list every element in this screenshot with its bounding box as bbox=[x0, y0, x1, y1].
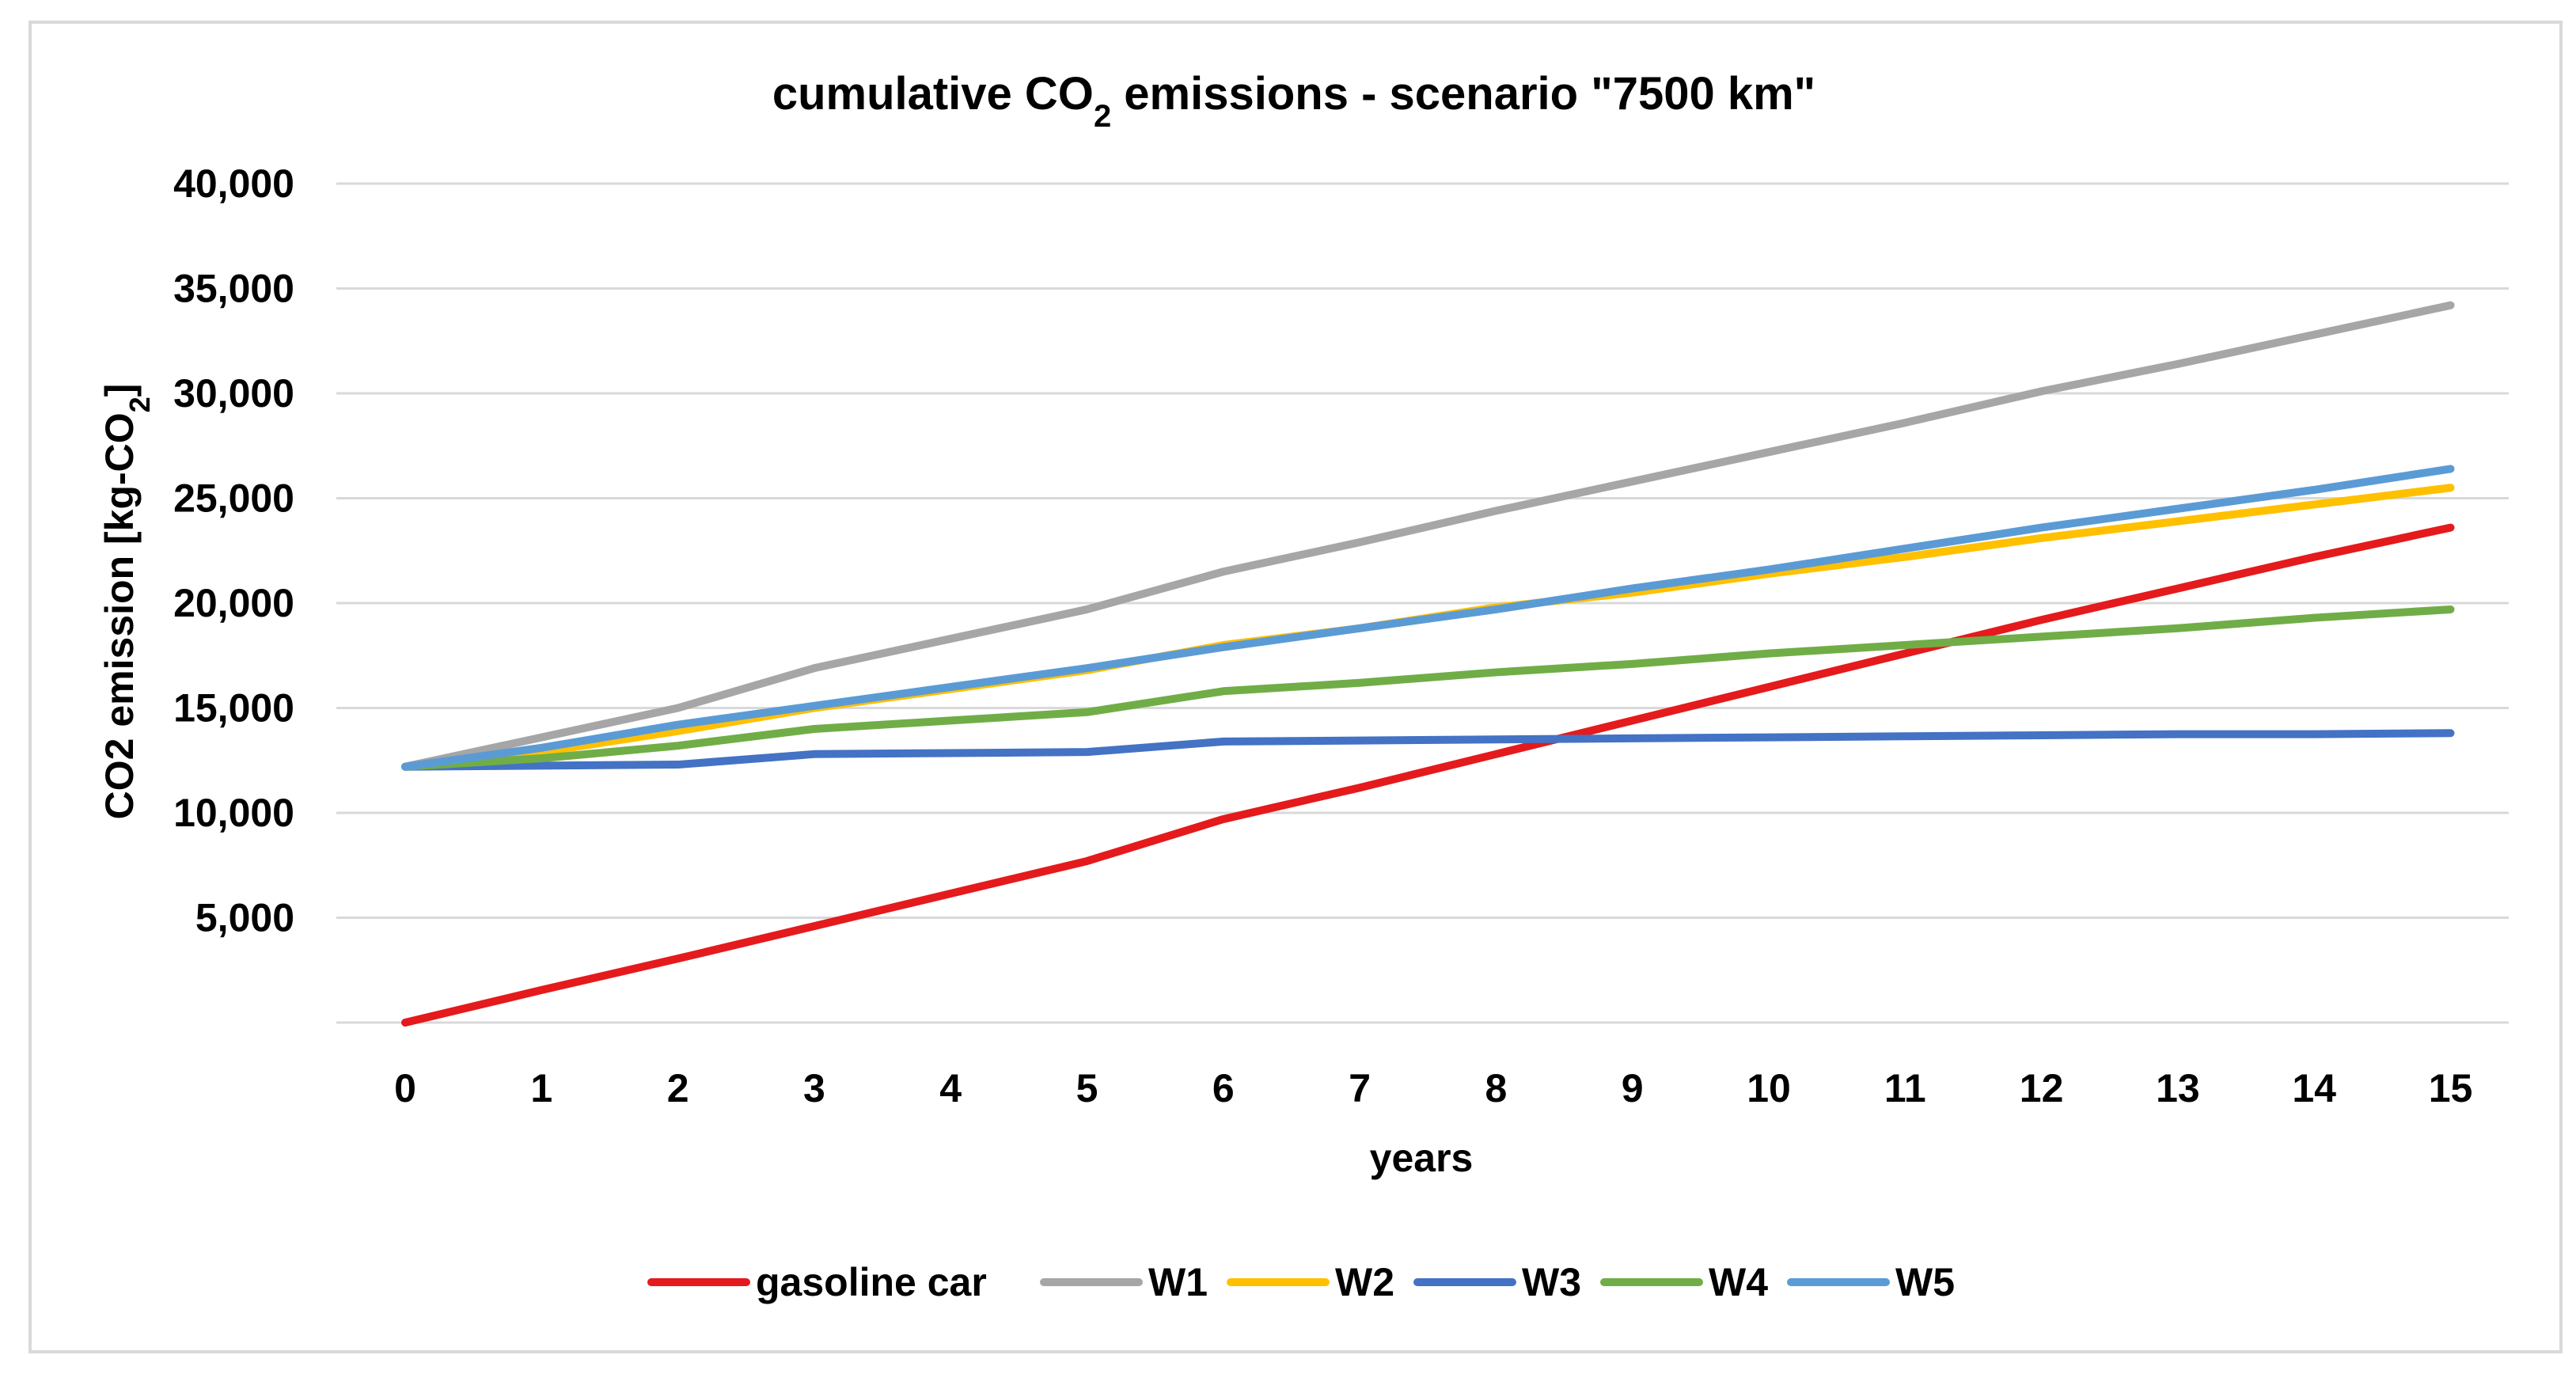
y-tick-label: 10,000 bbox=[173, 791, 294, 835]
legend-item-w1: W1 bbox=[1040, 1260, 1208, 1304]
x-tick-label: 4 bbox=[939, 1066, 962, 1110]
gridlines bbox=[336, 182, 2509, 1024]
x-axis-ticks: 0 1 2 3 4 5 6 7 8 9 10 11 12 13 14 15 bbox=[394, 1066, 2472, 1110]
series-line-w4 bbox=[401, 605, 2455, 771]
legend-label: gasoline car bbox=[756, 1260, 987, 1304]
x-tick-label: 9 bbox=[1622, 1066, 1644, 1110]
legend-label: W5 bbox=[1895, 1260, 1955, 1304]
y-axis-ticks: 5,000 10,000 15,000 20,000 25,000 30,000 35,00… bbox=[173, 161, 294, 940]
series-line-w1 bbox=[401, 301, 2455, 771]
x-tick-label: 3 bbox=[803, 1066, 825, 1110]
y-tick-label: 35,000 bbox=[173, 267, 294, 311]
legend-label: W2 bbox=[1335, 1260, 1394, 1304]
x-tick-label: 15 bbox=[2429, 1066, 2473, 1110]
legend-item-gasoline-car: gasoline car bbox=[647, 1260, 987, 1304]
y-axis-title: CO2 emission [kg-CO2] bbox=[97, 384, 156, 820]
legend-item-w4: W4 bbox=[1600, 1260, 1768, 1304]
x-tick-label: 11 bbox=[1884, 1066, 1926, 1110]
x-tick-label: 7 bbox=[1349, 1066, 1371, 1110]
legend: gasoline car W1 W2 W3 W4 W5 bbox=[647, 1260, 1955, 1304]
series-lines bbox=[401, 301, 2455, 1027]
series-line-w3 bbox=[401, 729, 2455, 771]
y-tick-label: 40,000 bbox=[173, 161, 294, 206]
x-tick-label: 2 bbox=[667, 1066, 689, 1110]
legend-label: W4 bbox=[1709, 1260, 1768, 1304]
series-line-w5 bbox=[401, 465, 2455, 771]
chart-title: cumulative CO2 emissions - scenario "750… bbox=[772, 68, 1815, 134]
series-line-gasoline-car bbox=[401, 523, 2455, 1027]
x-tick-label: 12 bbox=[2020, 1066, 2064, 1110]
x-tick-label: 5 bbox=[1076, 1066, 1098, 1110]
y-tick-label: 15,000 bbox=[173, 686, 294, 731]
x-tick-label: 1 bbox=[530, 1066, 552, 1110]
y-tick-label: 20,000 bbox=[173, 581, 294, 625]
y-tick-label: 5,000 bbox=[195, 896, 294, 940]
legend-item-w2: W2 bbox=[1227, 1260, 1394, 1304]
x-tick-label: 0 bbox=[394, 1066, 416, 1110]
legend-label: W3 bbox=[1522, 1260, 1581, 1304]
legend-item-w3: W3 bbox=[1413, 1260, 1581, 1304]
x-tick-label: 14 bbox=[2292, 1066, 2336, 1110]
legend-label: W1 bbox=[1148, 1260, 1208, 1304]
y-tick-label: 30,000 bbox=[173, 371, 294, 416]
x-tick-label: 10 bbox=[1747, 1066, 1791, 1110]
y-tick-label: 25,000 bbox=[173, 476, 294, 521]
x-axis-title: years bbox=[1370, 1136, 1474, 1180]
legend-item-w5: W5 bbox=[1787, 1260, 1955, 1304]
x-tick-label: 8 bbox=[1485, 1066, 1507, 1110]
x-tick-label: 13 bbox=[2156, 1066, 2200, 1110]
x-tick-label: 6 bbox=[1212, 1066, 1235, 1110]
